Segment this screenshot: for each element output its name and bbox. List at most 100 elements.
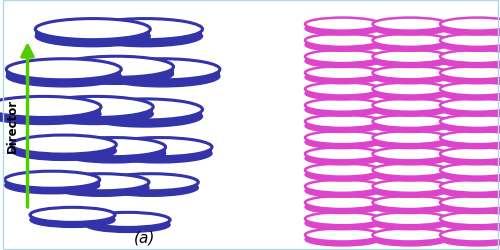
Text: Director: Director: [6, 98, 19, 152]
Ellipse shape: [372, 184, 448, 198]
Ellipse shape: [372, 55, 448, 68]
Ellipse shape: [6, 60, 121, 80]
Ellipse shape: [372, 164, 448, 177]
Ellipse shape: [30, 208, 115, 222]
Ellipse shape: [440, 212, 500, 225]
Ellipse shape: [105, 66, 220, 87]
Ellipse shape: [305, 120, 380, 133]
Ellipse shape: [54, 174, 149, 191]
Ellipse shape: [372, 72, 448, 85]
Ellipse shape: [305, 116, 380, 128]
Ellipse shape: [60, 144, 166, 163]
Ellipse shape: [372, 18, 448, 32]
Polygon shape: [372, 170, 448, 175]
Polygon shape: [440, 41, 500, 46]
Ellipse shape: [440, 39, 500, 52]
Polygon shape: [372, 74, 448, 78]
Ellipse shape: [440, 116, 500, 128]
Polygon shape: [54, 182, 149, 188]
Polygon shape: [440, 122, 500, 126]
Polygon shape: [440, 235, 500, 240]
Ellipse shape: [305, 152, 380, 165]
Polygon shape: [12, 145, 117, 151]
Ellipse shape: [305, 51, 380, 64]
Ellipse shape: [88, 100, 202, 120]
Ellipse shape: [372, 152, 448, 165]
Ellipse shape: [58, 57, 174, 78]
Ellipse shape: [12, 136, 117, 154]
Ellipse shape: [440, 88, 500, 101]
Ellipse shape: [372, 23, 448, 36]
Polygon shape: [107, 148, 212, 154]
Ellipse shape: [440, 132, 500, 144]
Ellipse shape: [440, 55, 500, 68]
Ellipse shape: [4, 172, 100, 188]
Ellipse shape: [88, 20, 202, 40]
Ellipse shape: [372, 132, 448, 144]
Ellipse shape: [372, 83, 448, 96]
Ellipse shape: [372, 120, 448, 133]
Ellipse shape: [60, 138, 166, 157]
Ellipse shape: [85, 218, 170, 232]
Ellipse shape: [305, 67, 380, 80]
Polygon shape: [305, 74, 380, 78]
Ellipse shape: [372, 99, 448, 112]
Ellipse shape: [372, 180, 448, 193]
Ellipse shape: [372, 51, 448, 64]
Ellipse shape: [440, 23, 500, 36]
Polygon shape: [38, 108, 153, 114]
Ellipse shape: [440, 196, 500, 209]
Ellipse shape: [440, 67, 500, 80]
Ellipse shape: [85, 212, 170, 228]
Ellipse shape: [305, 196, 380, 209]
Ellipse shape: [305, 18, 380, 32]
Ellipse shape: [440, 152, 500, 165]
Ellipse shape: [58, 64, 174, 85]
Polygon shape: [36, 30, 150, 37]
Ellipse shape: [372, 201, 448, 214]
Polygon shape: [0, 108, 101, 114]
Ellipse shape: [305, 212, 380, 225]
Polygon shape: [440, 138, 500, 142]
Polygon shape: [88, 30, 202, 37]
Polygon shape: [440, 57, 500, 62]
Polygon shape: [305, 41, 380, 46]
Polygon shape: [440, 186, 500, 191]
Ellipse shape: [305, 23, 380, 36]
Ellipse shape: [36, 20, 150, 40]
Ellipse shape: [0, 104, 101, 125]
Polygon shape: [305, 186, 380, 191]
Polygon shape: [372, 138, 448, 142]
Ellipse shape: [305, 99, 380, 112]
Polygon shape: [440, 25, 500, 29]
Ellipse shape: [305, 233, 380, 246]
Ellipse shape: [372, 136, 448, 149]
Polygon shape: [305, 90, 380, 94]
Ellipse shape: [305, 184, 380, 198]
Polygon shape: [440, 106, 500, 110]
Text: (b): (b): [399, 230, 421, 245]
Polygon shape: [305, 25, 380, 29]
Ellipse shape: [305, 136, 380, 149]
Polygon shape: [372, 106, 448, 110]
Ellipse shape: [440, 228, 500, 241]
Ellipse shape: [305, 132, 380, 144]
Ellipse shape: [440, 35, 500, 48]
Ellipse shape: [104, 180, 198, 196]
Ellipse shape: [440, 104, 500, 117]
Ellipse shape: [440, 51, 500, 64]
Ellipse shape: [440, 72, 500, 85]
Ellipse shape: [440, 184, 500, 198]
Polygon shape: [6, 70, 121, 77]
Ellipse shape: [305, 83, 380, 96]
Ellipse shape: [440, 164, 500, 177]
Polygon shape: [372, 186, 448, 191]
Ellipse shape: [372, 217, 448, 230]
Ellipse shape: [38, 104, 153, 125]
Ellipse shape: [305, 217, 380, 230]
Polygon shape: [105, 70, 220, 77]
Ellipse shape: [372, 228, 448, 241]
Polygon shape: [440, 154, 500, 159]
Polygon shape: [372, 57, 448, 62]
Ellipse shape: [305, 168, 380, 181]
